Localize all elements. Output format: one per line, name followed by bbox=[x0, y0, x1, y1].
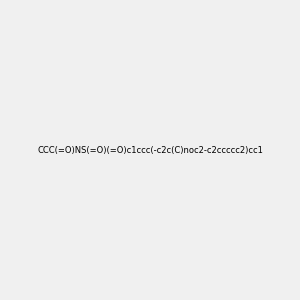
Text: CCC(=O)NS(=O)(=O)c1ccc(-c2c(C)noc2-c2ccccc2)cc1: CCC(=O)NS(=O)(=O)c1ccc(-c2c(C)noc2-c2ccc… bbox=[37, 146, 263, 154]
